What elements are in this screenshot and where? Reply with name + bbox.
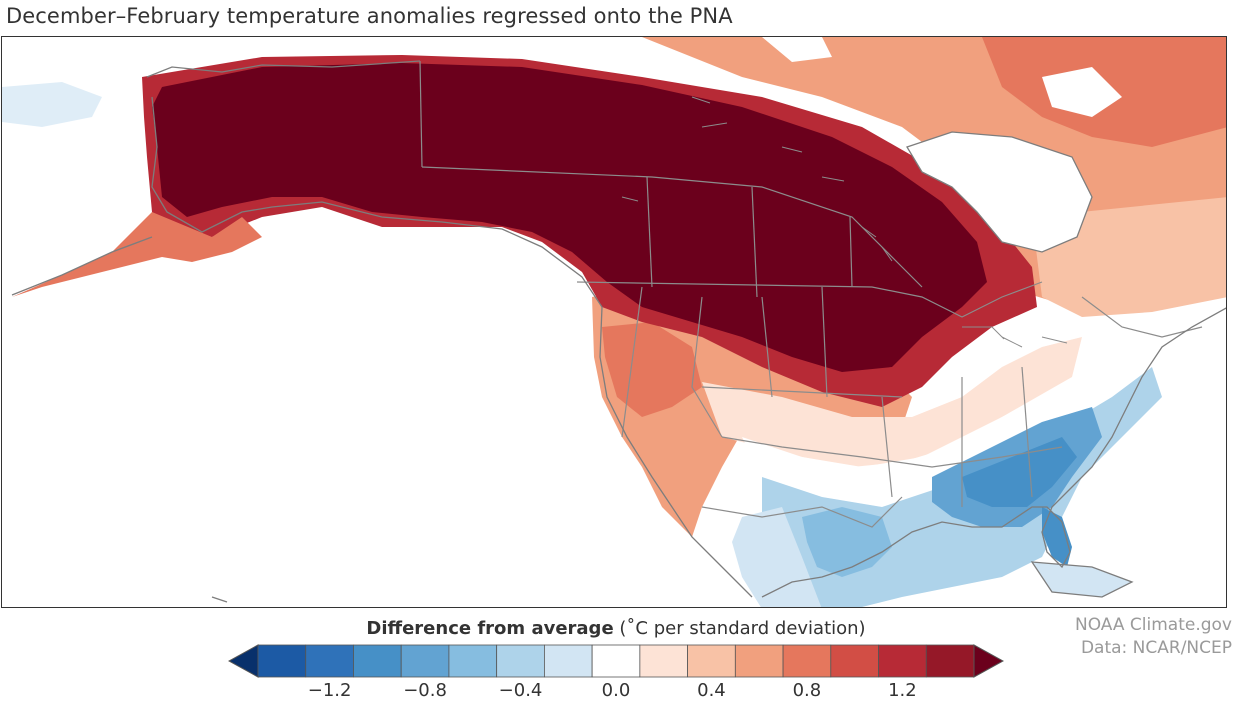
anomaly-region-caribbean [1032,562,1132,597]
colorbar-tick-label: −0.4 [498,680,543,701]
colorbar-bin [257,644,307,678]
colorbar-bin [400,644,450,678]
legend-title-unit: (˚C per standard deviation) [619,618,866,639]
legend-title-bold: Difference from average [366,618,614,639]
colorbar-bin [687,644,736,678]
anomaly-region-alaska-peninsula [12,212,262,297]
colorbar-bin [639,644,689,678]
map-frame [1,36,1227,608]
colorbar-bin [496,644,545,678]
colorbar-tick-label: 0.0 [601,680,631,701]
coastlines [11,60,1226,603]
arctic-mask [562,37,1122,117]
colorbar-bin [591,644,641,678]
colorbar-extend-high [973,644,1004,678]
colorbar-bin [353,644,402,678]
anomaly-region-mexico-light [732,507,822,607]
credit-source: NOAA Climate.gov [1074,615,1232,635]
lakes [621,96,1068,348]
colorbar-tick-label: −1.2 [307,680,352,701]
colorbar-tick-label: −0.8 [403,680,447,701]
hudson-bay-mask [907,132,1092,252]
political-borders [419,60,1203,528]
colorbar-bin [448,644,498,678]
colorbar-bin [543,644,593,678]
colorbar-ticks: −1.2 −0.8 −0.4 0.0 0.4 0.8 1.2 [0,680,1240,710]
anomaly-region-florida [1042,507,1072,567]
colorbar-tick-label: 1.2 [888,680,917,701]
colorbar-bin [782,644,832,678]
credit-block: NOAA Climate.gov Data: NCAR/NCEP [1075,614,1232,660]
anomaly-region-southeast-core [962,437,1077,507]
colorbar-extend-low [228,644,259,678]
colorbar-bin [830,644,879,678]
colorbar-bin [734,644,784,678]
colorbar-tick-label: 0.8 [792,680,822,701]
legend-title: Difference from average (˚C per standard… [230,618,1002,639]
anomaly-map [2,37,1226,607]
credit-data: Data: NCAR/NCEP [1080,638,1232,658]
anomaly-region-core-max [152,63,987,372]
map-title: December–February temperature anomalies … [6,4,733,28]
colorbar-tick-label: 0.4 [697,680,726,701]
colorbar [228,644,1004,678]
anomaly-region-west-coast [602,322,702,417]
anomaly-region-central-pale [702,337,1082,467]
colorbar-bin [305,644,354,678]
colorbar-bin [925,644,975,678]
anomaly-region-bering [2,82,102,127]
colorbar-bin [878,644,927,678]
anomaly-region-texas-blue [802,507,892,577]
